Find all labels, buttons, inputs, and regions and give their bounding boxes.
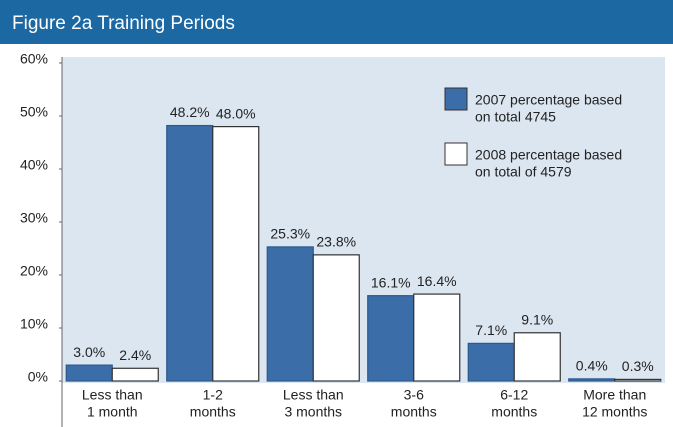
bar — [266, 246, 314, 382]
y-tick-label: 0% — [28, 369, 48, 385]
data-label: 23.8% — [316, 234, 356, 250]
bar — [568, 378, 616, 382]
x-tick-label: 3 months — [284, 404, 342, 420]
bar — [413, 293, 461, 382]
legend-swatch — [444, 87, 468, 111]
x-tick-label: Less than — [82, 387, 143, 403]
data-label: 25.3% — [270, 226, 310, 242]
plot-area — [62, 57, 665, 383]
chart-title: Figure 2a Training Periods — [12, 13, 235, 34]
bar — [166, 124, 214, 382]
data-label: 7.1% — [475, 322, 507, 338]
y-tick-label: 40% — [20, 157, 48, 173]
bar — [111, 367, 159, 382]
bar — [65, 364, 113, 382]
data-label: 3.0% — [73, 344, 105, 360]
x-tick-label: months — [190, 404, 236, 420]
bar — [367, 295, 415, 382]
data-label: 48.0% — [216, 105, 256, 121]
x-tick-label: 6-12 — [500, 387, 528, 403]
data-label: 2.4% — [119, 347, 151, 363]
data-label: 16.4% — [417, 273, 457, 289]
bar — [312, 254, 360, 382]
legend-label: 2007 percentage based — [475, 92, 622, 108]
x-tick-label: months — [491, 404, 537, 420]
bar — [467, 342, 515, 382]
data-label: 9.1% — [521, 311, 553, 327]
data-label: 0.4% — [576, 358, 608, 374]
bar — [614, 378, 662, 382]
x-tick-label: 12 months — [582, 404, 647, 420]
data-label: 0.3% — [622, 358, 654, 374]
bar — [212, 125, 260, 382]
x-tick-label: months — [391, 404, 437, 420]
y-tick-label: 20% — [20, 263, 48, 279]
x-tick-label: 1 month — [87, 404, 138, 420]
y-tick-label: 50% — [20, 104, 48, 120]
x-tick-label: More than — [583, 387, 646, 403]
y-tick-label: 60% — [20, 51, 48, 67]
data-label: 48.2% — [170, 104, 210, 120]
title-bar — [0, 0, 673, 44]
y-tick-label: 30% — [20, 210, 48, 226]
legend-swatch — [444, 142, 468, 166]
x-tick-label: 3-6 — [404, 387, 424, 403]
data-label: 16.1% — [371, 274, 411, 290]
legend-label: on total of 4579 — [475, 164, 572, 180]
legend-label: 2008 percentage based — [475, 147, 622, 163]
x-tick-label: Less than — [283, 387, 344, 403]
y-tick-label: 10% — [20, 316, 48, 332]
legend-label: on total 4745 — [475, 109, 556, 125]
bar — [513, 332, 561, 382]
x-tick-label: 1-2 — [203, 387, 223, 403]
